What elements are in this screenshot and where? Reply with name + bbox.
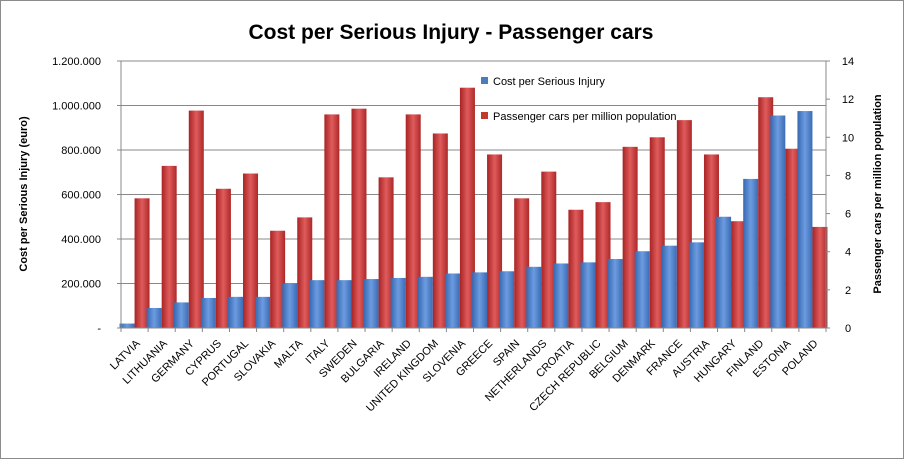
y2-tick-label: 0 <box>845 323 851 335</box>
y-tick-label: 600.000 <box>61 190 101 202</box>
bar-cost-austria <box>688 242 704 328</box>
y-tick-labels: - 200.000 400.000 600.000 800.000 1.000.000 1.… <box>52 56 101 335</box>
bar-cost-denmark <box>634 251 650 328</box>
axes <box>117 60 830 332</box>
bar-cars-netherlands <box>541 171 557 328</box>
bar-cost-slovakia <box>255 296 271 328</box>
bar-cost-portugal <box>228 296 244 328</box>
y-tick-label: - <box>97 323 101 335</box>
bar-cars-poland <box>812 226 828 328</box>
bar-cost-belgium <box>607 259 623 328</box>
legend-swatch-cost <box>481 77 488 84</box>
bar-cars-united-kingdom <box>432 133 448 328</box>
legend-swatch-cars <box>481 112 488 119</box>
bar-cars-italy <box>324 114 340 329</box>
bar-cost-czech-republic <box>580 262 596 328</box>
legend: Cost per Serious Injury Passenger cars p… <box>481 76 676 123</box>
bar-cars-sweden <box>351 108 367 328</box>
bar-cost-estonia <box>770 115 786 328</box>
bar-cost-ireland <box>390 277 406 328</box>
bar-cost-spain <box>499 271 515 328</box>
bar-cost-cyprus <box>200 297 216 328</box>
x-tick-label: MALTA <box>272 337 306 371</box>
bar-cost-italy <box>309 280 325 328</box>
bar-cars-slovenia <box>459 87 475 328</box>
y2-tick-label: 10 <box>842 132 854 144</box>
legend-label-cost: Cost per Serious Injury <box>493 76 605 88</box>
y2-tick-label: 4 <box>845 247 851 259</box>
y2-tick-label: 6 <box>845 209 851 221</box>
bar-cars-croatia <box>568 209 584 328</box>
bars <box>119 87 828 329</box>
bar-cost-lithuania <box>146 307 162 328</box>
bar-cars-estonia <box>785 148 801 328</box>
bar-cost-finland <box>743 178 759 328</box>
y-tick-label: 200.000 <box>61 279 101 291</box>
bar-cost-croatia <box>553 263 569 328</box>
bar-cars-france <box>676 120 692 328</box>
bar-cars-portugal <box>243 173 259 328</box>
chart-title: Cost per Serious Injury - Passenger cars <box>249 21 654 44</box>
y2-tick-label: 12 <box>842 94 854 106</box>
y2-tick-label: 8 <box>845 170 851 182</box>
bar-cost-france <box>661 245 677 328</box>
bar-cost-greece <box>472 272 488 328</box>
x-tick-labels: LATVIALITHUANIAGERMANYCYPRUSPORTUGALSLOV… <box>108 337 821 414</box>
bar-cars-belgium <box>622 146 638 328</box>
bar-cars-lithuania <box>161 165 177 328</box>
y2-tick-label: 2 <box>845 285 851 297</box>
bar-cars-slovakia <box>270 230 286 328</box>
bar-cars-latvia <box>134 198 150 328</box>
bar-cars-ireland <box>405 114 421 329</box>
y-tick-label: 400.000 <box>61 234 101 246</box>
bar-cost-sweden <box>336 280 352 328</box>
legend-label-cars: Passenger cars per million population <box>493 111 676 123</box>
bar-cars-bulgaria <box>378 177 394 328</box>
bar-cars-greece <box>487 154 503 328</box>
bar-cost-germany <box>173 302 189 328</box>
bar-cars-finland <box>758 97 774 328</box>
bar-cost-united-kingdom <box>417 276 433 328</box>
bar-cars-hungary <box>731 221 747 328</box>
bar-cost-latvia <box>119 323 135 328</box>
y2-axis-title: Passenger cars per million population <box>872 94 884 294</box>
bar-cost-bulgaria <box>363 279 379 328</box>
bar-cost-poland <box>797 111 813 328</box>
y-tick-label: 1.000.000 <box>52 101 101 113</box>
bar-cars-cyprus <box>215 188 231 328</box>
bar-cars-germany <box>188 110 204 328</box>
bar-cars-denmark <box>649 137 665 328</box>
y2-tick-labels: 0 2 4 6 8 10 12 14 <box>842 56 854 335</box>
y-tick-label: 1.200.000 <box>52 56 101 68</box>
bar-cars-spain <box>514 198 530 328</box>
bar-cost-slovenia <box>444 273 460 328</box>
bar-cars-czech-republic <box>595 202 611 328</box>
bar-cost-hungary <box>716 216 732 328</box>
bar-cost-malta <box>282 283 298 328</box>
y-axis-title: Cost per Serious Injury (euro) <box>18 116 30 272</box>
bar-cars-malta <box>297 217 313 328</box>
y-tick-label: 800.000 <box>61 145 101 157</box>
bar-cost-netherlands <box>526 266 542 328</box>
y2-tick-label: 14 <box>842 56 854 68</box>
bar-cars-austria <box>703 154 719 328</box>
